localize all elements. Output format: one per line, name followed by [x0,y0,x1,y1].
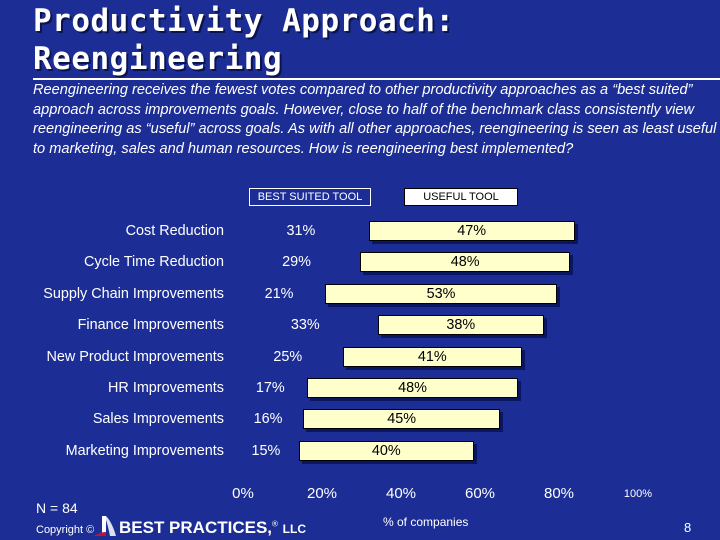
bar-best-suited [233,378,308,398]
x-tick-label: 60% [464,485,496,502]
value-best-suited: 29% [282,254,311,271]
value-useful: 48% [450,254,480,271]
sample-size: N = 84 [36,500,78,516]
bar-useful [324,283,558,304]
bar-best-suited [233,252,361,273]
bar-useful [360,252,571,273]
title-divider [33,78,720,80]
title-line-2: Reengineering [33,41,283,77]
bar-useful [342,346,523,367]
bar-best-suited [233,346,343,367]
legend-useful: USEFUL TOOL [404,188,518,206]
registered-mark: ® [272,519,278,529]
bar-best-suited [233,409,304,430]
category-label: Finance Improvements [77,317,224,334]
value-best-suited: 15% [251,442,281,459]
value-best-suited: 16% [253,411,283,428]
value-useful: 38% [446,317,476,334]
value-useful: 45% [387,411,417,428]
category-label: Cycle Time Reduction [84,254,224,271]
value-useful: 40% [371,442,401,459]
value-useful: 47% [457,223,487,239]
brand-suffix: LLC [282,522,306,536]
x-tick-label: 80% [543,485,575,502]
value-best-suited: 25% [273,348,303,365]
value-useful: 53% [426,285,456,302]
category-label: New Product Improvements [46,348,224,365]
bar-useful [368,221,575,241]
value-best-suited: 31% [286,223,316,239]
category-label: Supply Chain Improvements [43,285,224,302]
bar-best-suited [233,315,378,336]
title-line-1: Productivity Approach: [33,3,455,39]
value-best-suited: 17% [255,380,285,396]
brand-text: BEST PRACTICES, [119,518,273,537]
x-tick-label: 0% [232,485,254,502]
bar-best-suited [233,283,325,304]
bar-useful [377,315,544,336]
bar-useful [307,378,518,398]
category-label: HR Improvements [108,380,224,396]
copyright-text: Copyright © [36,524,95,536]
category-label: Sales Improvements [92,411,224,428]
x-axis-label: % of companies [383,515,469,529]
value-useful: 48% [398,380,427,396]
category-label: Marketing Improvements [65,442,224,459]
intro-paragraph: Reengineering receives the fewest votes … [33,82,717,158]
x-tick-label: 40% [385,485,417,502]
x-tick-label: 20% [306,485,338,502]
bar-best-suited [233,221,369,241]
value-best-suited: 21% [264,285,294,302]
category-label: Cost Reduction [125,223,224,239]
slide-title: Productivity Approach: Reengineering [33,2,693,78]
bar-best-suited [233,440,299,461]
best-practices-logo-icon [94,516,116,536]
x-tick-label: 100% [623,488,653,500]
value-best-suited: 33% [290,317,320,334]
page-number: 8 [684,520,692,535]
legend-best-suited: BEST SUITED TOOL [249,188,371,206]
value-useful: 41% [417,348,447,365]
brand-name: BEST PRACTICES,® LLC [119,518,306,538]
bar-useful [298,440,474,461]
bar-useful [303,409,501,430]
